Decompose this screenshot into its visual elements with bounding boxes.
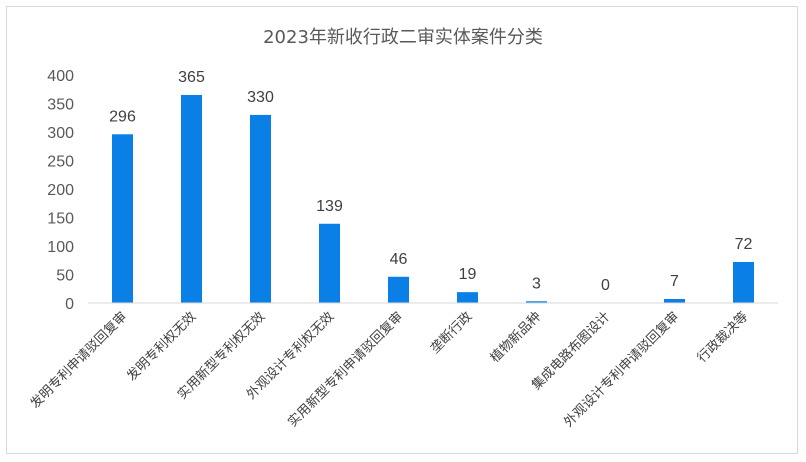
y-tick-label: 100 <box>47 239 74 256</box>
bar <box>112 134 133 303</box>
bar <box>388 276 409 303</box>
y-tick-label: 300 <box>47 125 74 142</box>
data-label: 7 <box>670 273 679 290</box>
y-tick-label: 0 <box>65 296 74 313</box>
data-label: 139 <box>316 198 343 215</box>
x-tick-label: 行政裁决等 <box>694 309 751 366</box>
bar <box>526 301 547 303</box>
data-label: 296 <box>109 108 136 125</box>
x-tick-label: 植物新品种 <box>487 309 544 366</box>
x-tick-label: 发明专利申请驳回复审 <box>27 309 130 412</box>
bar <box>181 94 202 303</box>
data-label: 46 <box>390 251 408 268</box>
y-tick-label: 250 <box>47 154 74 171</box>
x-axis: 发明专利申请驳回复审发明专利权无效实用新型专利权无效外观设计专利权无效实用新型专… <box>27 302 778 431</box>
data-label: 0 <box>601 277 610 294</box>
y-tick-label: 400 <box>47 68 74 85</box>
x-tick-label: 外观设计专利申请驳回复审 <box>561 309 682 430</box>
bar <box>664 299 685 303</box>
data-label: 72 <box>735 236 753 253</box>
bar <box>457 292 478 303</box>
y-tick-label: 150 <box>47 211 74 228</box>
x-tick-label: 实用新型专利申请驳回复审 <box>285 309 407 431</box>
chart-frame <box>6 6 798 454</box>
x-tick-label: 发明专利权无效 <box>124 309 200 385</box>
bar <box>250 114 271 304</box>
y-tick-label: 350 <box>47 97 74 114</box>
data-label: 3 <box>532 275 541 292</box>
chart-title: 2023年新收行政二审实体案件分类 <box>263 27 543 48</box>
bars <box>112 94 754 304</box>
y-tick-label: 50 <box>56 268 74 285</box>
data-label: 330 <box>247 89 274 106</box>
data-label: 19 <box>459 266 477 283</box>
data-labels: 296 365 330 139 46 19 3 0 7 72 <box>109 69 752 294</box>
y-tick-label: 200 <box>47 182 74 199</box>
data-label: 365 <box>178 69 205 86</box>
x-tick-label: 垄断行政 <box>428 309 475 356</box>
y-axis: 0 50 100 150 200 250 300 350 400 <box>47 68 74 313</box>
bar <box>733 261 754 303</box>
bar <box>319 223 340 303</box>
